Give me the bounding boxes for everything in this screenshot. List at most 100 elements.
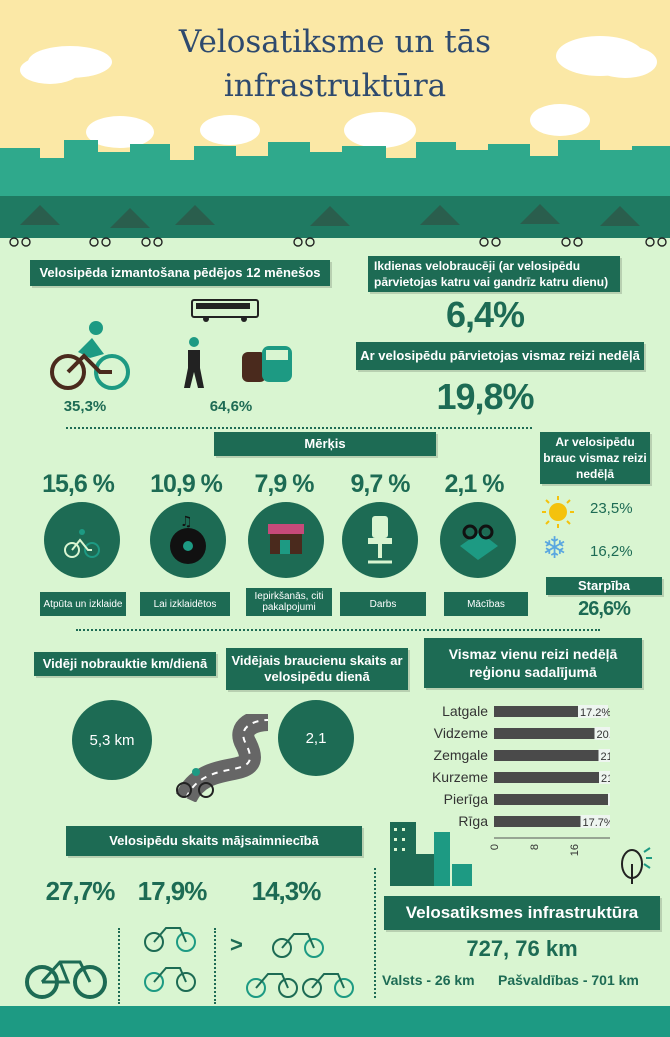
goal-label-2: Lai izklaidētos bbox=[140, 592, 230, 616]
bus-icon bbox=[191, 299, 259, 322]
bicycle-icon bbox=[302, 973, 354, 998]
goal-pct-1: 15,6 % bbox=[42, 470, 115, 498]
cyclist-icon bbox=[50, 321, 130, 390]
regions-chart: Latgale 17.2% Vidzeme 20.5% Zemgale 21.3% Kurz… bbox=[432, 703, 610, 856]
household-more: 14,3% bbox=[251, 876, 322, 906]
goal-label-3: Iepirkšanās, citi pakalpojumi bbox=[246, 588, 332, 616]
infra-heading: Velosatiksmes infrastruktūra bbox=[384, 896, 660, 930]
goal-circle-2: ♫ bbox=[150, 502, 226, 578]
region-value: 17.7% bbox=[583, 817, 611, 829]
region-label: Kurzeme bbox=[432, 769, 488, 785]
region-label: Latgale bbox=[442, 703, 488, 719]
region-value-bg bbox=[598, 749, 610, 762]
goal-circle-1 bbox=[44, 502, 120, 578]
svg-text:♫: ♫ bbox=[180, 514, 193, 530]
goal-label-5: Mācības bbox=[444, 592, 528, 616]
road-icon bbox=[176, 714, 269, 802]
bicycle-icon bbox=[64, 529, 100, 558]
large-bicycle-icon bbox=[25, 960, 107, 999]
cyclists-pct: 35,3% bbox=[63, 398, 107, 415]
goal-pct-5: 2,1 % bbox=[444, 470, 505, 498]
region-bar bbox=[494, 750, 601, 761]
usage-heading: Velosipēda izmantošana pēdējos 12 mēnešo… bbox=[30, 260, 330, 286]
infra-state: Valsts - 26 km bbox=[382, 972, 475, 988]
region-label: Rīga bbox=[458, 813, 488, 829]
region-rows: Latgale 17.2% Vidzeme 20.5% Zemgale 21.3% Kurz… bbox=[432, 703, 610, 856]
more-than-symbol: > bbox=[230, 932, 243, 957]
region-value-bg bbox=[594, 727, 610, 740]
goal-pct-3: 7,9 % bbox=[254, 470, 315, 498]
glasses-book-icon bbox=[460, 524, 498, 560]
region-bar bbox=[494, 794, 610, 805]
goal-label-1: Atpūta un izklaide bbox=[40, 592, 126, 616]
region-label: Pierīga bbox=[444, 791, 489, 807]
region-bar bbox=[494, 772, 601, 783]
tree-icon bbox=[621, 847, 652, 884]
household-one: 27,7% bbox=[45, 876, 116, 906]
daily-value: 6,4% bbox=[445, 294, 525, 335]
winter-value: 16,2% bbox=[590, 543, 633, 560]
snowflake-icon: ❄ bbox=[542, 532, 568, 565]
x-tick-label: 8 bbox=[529, 844, 541, 850]
goal-pct-4: 9,7 % bbox=[350, 470, 411, 498]
bicycle-icon bbox=[246, 973, 298, 998]
region-label: Vidzeme bbox=[434, 725, 488, 741]
goals-heading: Mērķis bbox=[214, 432, 436, 456]
region-value: 17.2% bbox=[580, 707, 610, 719]
goal-pct-2: 10,9 % bbox=[150, 470, 223, 498]
weekly-value: 19,8% bbox=[436, 376, 534, 417]
divider-1 bbox=[66, 427, 532, 429]
bicycle-icon bbox=[272, 933, 324, 958]
shop-icon bbox=[268, 524, 304, 554]
footer-band bbox=[0, 1006, 670, 1037]
bicycle-icon bbox=[144, 927, 196, 952]
diff-value: 26,6% bbox=[578, 598, 631, 620]
skyline-illustration bbox=[0, 36, 670, 250]
bicycle-icon bbox=[144, 967, 196, 992]
office-chair-icon bbox=[368, 516, 392, 564]
region-value-bg bbox=[608, 793, 610, 806]
goal-circle-5 bbox=[440, 502, 516, 578]
weekly-heading: Ar velosipēdu pārvietojas vismaz reizi n… bbox=[356, 342, 644, 370]
infra-divider bbox=[374, 868, 376, 998]
page-title-line1: Velosatiksme un tās bbox=[178, 24, 492, 60]
trips-circle: 2,1 bbox=[278, 700, 354, 776]
goal-circle-3 bbox=[248, 502, 324, 578]
sun-icon bbox=[542, 496, 574, 528]
page-title-line2: infrastruktūra bbox=[223, 68, 447, 104]
region-value-bg bbox=[599, 771, 610, 784]
infra-total: 727, 76 km bbox=[466, 936, 578, 961]
city-buildings-icon bbox=[390, 822, 472, 886]
household-divider-1 bbox=[118, 928, 120, 1004]
regions-heading: Vismaz vienu reizi nedēļā reģionu sadalī… bbox=[424, 638, 642, 688]
vinyl-record-icon: ♫ bbox=[170, 514, 206, 564]
goal-label-4: Darbs bbox=[340, 592, 426, 616]
season-heading: Ar velosipēdu brauc vismaz reizi nedēļā bbox=[540, 432, 650, 484]
region-bar bbox=[494, 728, 597, 739]
x-tick-label: 16 bbox=[569, 844, 581, 856]
daily-heading: Ikdienas velobraucēji (ar velosipēdu pār… bbox=[368, 256, 620, 292]
km-heading: Vidēji nobrauktie km/dienā bbox=[34, 652, 216, 676]
region-label: Zemgale bbox=[434, 747, 489, 763]
goal-circle-4 bbox=[342, 502, 418, 578]
car-icon bbox=[242, 346, 292, 382]
region-value: 21.3% bbox=[601, 751, 611, 763]
household-two: 17,9% bbox=[137, 876, 208, 906]
km-circle: 5,3 km bbox=[72, 700, 152, 780]
summer-value: 23,5% bbox=[590, 500, 633, 517]
divider-2 bbox=[76, 629, 600, 631]
diff-label: Starpība bbox=[546, 577, 662, 595]
pedestrian-icon bbox=[184, 337, 204, 388]
region-bar bbox=[494, 706, 580, 717]
region-value-bg bbox=[580, 815, 610, 828]
household-heading: Velosipēdu skaits mājsaimniecībā bbox=[66, 826, 362, 856]
x-tick-label: 24 bbox=[609, 844, 610, 856]
region-value: 21.4% bbox=[601, 773, 610, 785]
household-divider-2 bbox=[214, 928, 216, 1004]
infra-municipal: Pašvaldības - 701 km bbox=[498, 972, 639, 988]
others-pct: 64,6% bbox=[209, 398, 253, 415]
x-tick-label: 0 bbox=[489, 844, 501, 850]
region-value-bg bbox=[578, 705, 608, 718]
region-bar bbox=[494, 816, 583, 827]
region-value: 20.5% bbox=[597, 729, 611, 741]
